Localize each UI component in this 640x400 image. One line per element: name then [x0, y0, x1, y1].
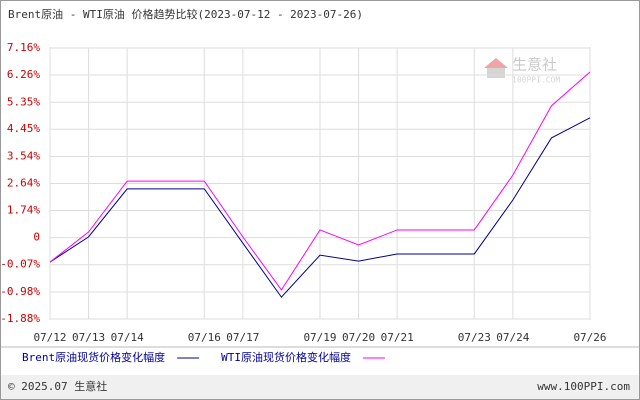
y-tick-label: 0: [33, 231, 40, 244]
y-tick-label: 5.35%: [7, 95, 40, 108]
watermark-site: 100PPI.COM: [512, 76, 560, 85]
y-tick-label: 7.16%: [7, 41, 40, 54]
y-tick-label: -0.98%: [0, 285, 40, 298]
x-tick-label: 07/14: [111, 331, 144, 344]
y-tick-label: 1.74%: [7, 203, 40, 216]
series-line: [49, 117, 591, 298]
x-tick-label: 07/21: [381, 331, 414, 344]
x-tick-label: 07/20: [342, 331, 375, 344]
y-tick-label: 4.45%: [7, 122, 40, 135]
watermark-icon: [484, 58, 508, 68]
x-tick-label: 07/19: [303, 331, 336, 344]
chart-title: Brent原油 - WTI原油 价格趋势比较(2023-07-12 - 2023…: [8, 7, 363, 21]
footer-bar: [1, 375, 639, 399]
y-tick-label: 6.26%: [7, 68, 40, 81]
watermark-name: 生意社: [512, 56, 557, 74]
footer-left: © 2025.07 生意社: [8, 379, 107, 393]
x-tick-label: 07/16: [188, 331, 221, 344]
watermark: 生意社 100PPI.COM: [484, 56, 560, 85]
x-tick-label: 07/12: [33, 331, 66, 344]
watermark-icon: [487, 68, 505, 78]
x-tick-label: 07/17: [226, 331, 259, 344]
series-line: [49, 71, 591, 291]
x-tick-label: 07/26: [573, 331, 606, 344]
x-tick-label: 07/23: [458, 331, 491, 344]
legend-label: WTI原油现货价格变化幅度: [221, 350, 351, 364]
y-tick-label: -0.07%: [0, 258, 40, 271]
y-tick-label: 2.64%: [7, 177, 40, 190]
legend-label: Brent原油现货价格变化幅度: [22, 350, 165, 364]
x-tick-label: 07/24: [496, 331, 529, 344]
y-tick-label: -1.88%: [0, 312, 40, 325]
x-tick-label: 07/13: [72, 331, 105, 344]
footer-right: www.100PPI.com: [537, 380, 630, 393]
y-tick-label: 3.54%: [7, 150, 40, 163]
